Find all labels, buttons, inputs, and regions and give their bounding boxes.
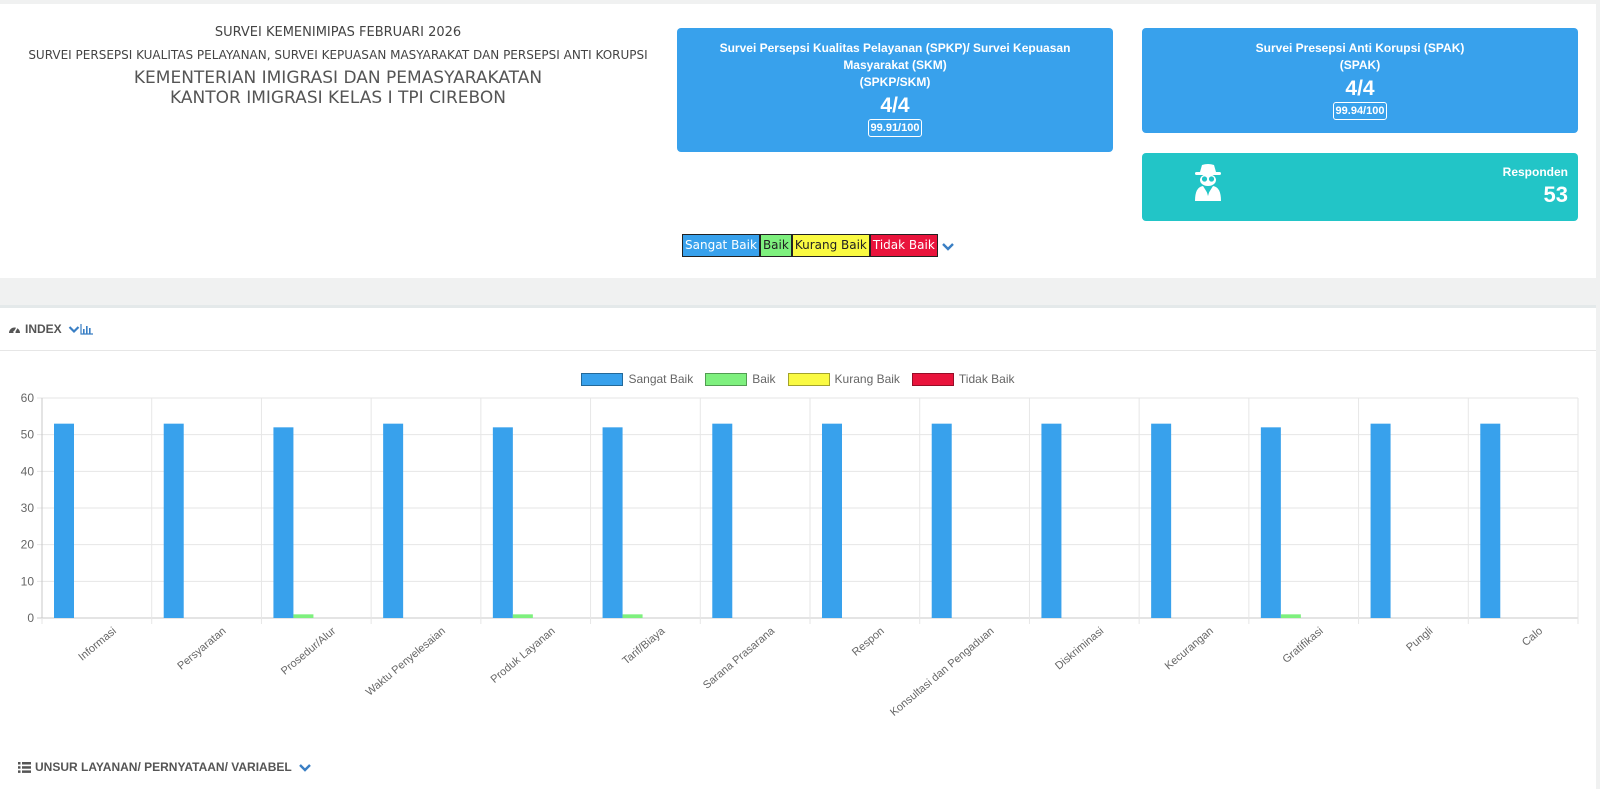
bar-baik [622,614,643,618]
legend-swatch [581,372,624,386]
x-tick-label: Pungli [1404,625,1435,654]
spak-score-card: Survei Presepsi Anti Korupsi (SPAK) (SPA… [1142,28,1578,133]
chart-legend-item[interactable]: Tidak Baik [911,372,1015,386]
spkp-index-badge: 99.91/100 [867,119,923,137]
legend-label: Kurang Baik [834,372,900,386]
x-tick-label: Produk Layanan [489,625,558,686]
x-tick-label: Sarana Prasarana [701,625,778,692]
legend-sangat-baik: Sangat Baik [682,234,760,257]
legend-tidak-baik: Tidak Baik [869,234,938,257]
legend-swatch [705,372,748,386]
spak-card-title: Survei Presepsi Anti Korupsi (SPAK) [1255,41,1465,55]
x-tick-label: Respon [850,625,887,659]
survey-header: SURVEI KEMENIMIPAS FEBRUARI 2026 SURVEI … [12,24,664,108]
bar-sangat-baik [1260,427,1281,618]
y-tick-label: 60 [21,391,35,405]
y-tick-label: 10 [21,574,35,588]
spak-score: 4/4 [1345,77,1375,100]
legend-kurang-baik: Kurang Baik [791,234,870,257]
spkp-card-title: Survei Persepsi Kualitas Pelayanan (SPKP… [719,41,1071,72]
bar-sangat-baik [273,427,294,618]
spy-icon [1195,164,1221,201]
bar-sangat-baik [1041,423,1062,618]
x-tick-label: Gratifikasi [1280,625,1325,666]
bar-chart-icon[interactable] [80,323,93,335]
chevron-down-icon[interactable] [298,761,312,773]
legend-baik: Baik [759,234,792,257]
bar-sangat-baik [931,423,952,618]
x-tick-label: Kecurangan [1163,625,1216,672]
bar-sangat-baik [492,427,513,618]
dashboard-icon [9,327,20,334]
legend-swatch [911,372,954,386]
bar-sangat-baik [1370,423,1391,618]
chevron-down-icon[interactable] [941,239,955,253]
bar-sangat-baik [54,423,74,618]
bar-sangat-baik [1151,423,1172,618]
responden-count: 53 [1543,182,1568,207]
bar-chart-plot: 0 10 20 30 40 50 60 Informasi Persyaratan Prosedu… [21,391,1579,719]
list-icon [18,761,31,773]
chevron-down-icon[interactable] [68,323,80,335]
chart-legend-item[interactable]: Kurang Baik [787,372,900,386]
chart-legend-item[interactable]: Baik [705,372,776,386]
chart-legend-item[interactable]: Sangat Baik [581,372,693,386]
chart-legend: Sangat Baik Baik Kurang Baik Tidak Baik [0,372,1596,386]
legend-swatch [787,372,830,386]
bar-sangat-baik [383,423,404,618]
x-tick-label: Waktu Penyelesaian [364,625,448,698]
index-chart: Sangat Baik Baik Kurang Baik Tidak Baik … [0,372,1596,752]
bar-sangat-baik [822,423,842,618]
bar-sangat-baik [602,427,623,618]
survey-description: SURVEI PERSEPSI KUALITAS PELAYANAN, SURV… [28,48,648,62]
x-tick-label: Diskriminasi [1053,625,1106,672]
y-tick-label: 50 [21,428,35,442]
x-tick-label: Calo [1520,625,1545,649]
office-name: KANTOR IMIGRASI KELAS I TPI CIREBON [170,88,506,108]
y-tick-label: 0 [27,611,34,625]
unsur-layanan-header: UNSUR LAYANAN/ PERNYATAAN/ VARIABEL [18,760,312,774]
bar-sangat-baik [163,423,184,618]
unsur-layanan-title: UNSUR LAYANAN/ PERNYATAAN/ VARIABEL [35,760,292,774]
index-panel: INDEX Sangat Baik Baik Kurang Baik Tidak… [0,305,1596,789]
index-panel-actions [68,323,93,335]
legend-label: Tidak Baik [958,372,1015,386]
index-panel-header: INDEX [0,308,1596,351]
y-tick-label: 40 [21,464,35,478]
spkp-score-card: Survei Persepsi Kualitas Pelayanan (SPKP… [677,28,1113,152]
x-tick-label: Persyaratan [175,625,228,672]
y-tick-label: 20 [21,538,35,552]
spak-card-subtitle: (SPAK) [1339,58,1381,72]
bar-baik [293,614,314,618]
legend-label: Sangat Baik [628,372,694,386]
survey-period-title: SURVEI KEMENIMIPAS FEBRUARI 2026 [214,25,462,40]
responden-label: Responden [1502,165,1568,179]
x-tick-label: Konsultasi dan Pengaduan [888,625,996,719]
index-panel-title: INDEX [25,322,62,336]
bar-sangat-baik [712,423,733,618]
legend-label: Baik [752,372,776,386]
spkp-card-subtitle: (SPKP/SKM) [859,75,931,89]
x-tick-label: Informasi [76,625,118,663]
bar-baik [1280,614,1301,618]
responden-card: Responden 53 [1142,153,1578,221]
y-tick-label: 30 [21,501,35,515]
spkp-score: 4/4 [880,94,910,117]
bar-baik [512,614,533,618]
spak-index-badge: 99.94/100 [1332,102,1388,120]
bar-sangat-baik [1480,423,1501,618]
rating-legend-filter: Sangat Baik Baik Kurang Baik Tidak Baik [682,234,955,257]
x-tick-label: Tarif/Biaya [620,625,668,668]
ministry-name: KEMENTERIAN IMIGRASI DAN PEMASYARAKATAN [133,68,543,88]
x-tick-label: Prosedur/Alur [279,625,338,678]
